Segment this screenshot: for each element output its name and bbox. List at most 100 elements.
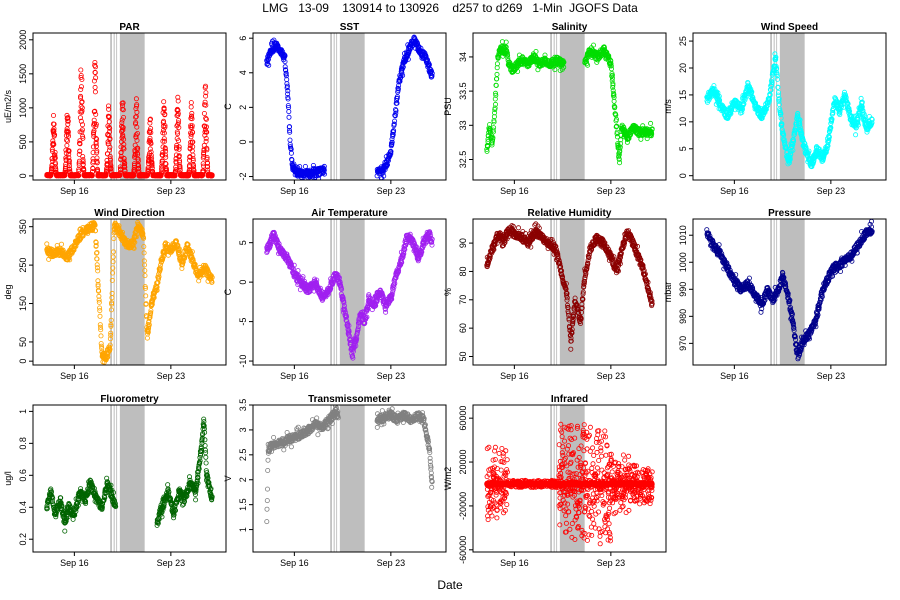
chart-title: Salinity (552, 22, 588, 33)
shade-band (333, 219, 336, 365)
data-point (65, 115, 71, 121)
y-tick-label: 25 (678, 36, 688, 46)
chart-title: PAR (119, 22, 140, 33)
data-point (148, 308, 154, 314)
data-point (610, 82, 616, 88)
data-point (158, 262, 164, 268)
data-point (286, 114, 292, 120)
shade-band (775, 33, 778, 180)
data-point (79, 99, 85, 105)
data-point (120, 133, 126, 139)
data-point (282, 64, 288, 70)
data-point (142, 268, 148, 274)
data-point (861, 111, 867, 117)
data-point (394, 94, 400, 100)
data-point (611, 92, 617, 98)
data-point (93, 75, 99, 81)
data-point (837, 108, 843, 114)
data-point (174, 142, 180, 148)
data-point (203, 135, 209, 141)
data-point (616, 152, 622, 158)
plot-frame (472, 32, 667, 181)
data-point (108, 307, 114, 313)
data-point (493, 83, 499, 89)
data-point (147, 135, 153, 141)
data-point (120, 107, 126, 113)
data-point (62, 173, 68, 179)
data-point (118, 167, 124, 173)
data-point (796, 116, 802, 122)
data-point (188, 134, 194, 140)
data-point (80, 159, 86, 165)
data-point (788, 152, 794, 158)
data-point (107, 125, 113, 131)
data-point (63, 157, 69, 163)
data-point (141, 250, 147, 256)
shade-band (335, 219, 338, 365)
data-point (79, 108, 85, 114)
data-point (781, 136, 787, 142)
data-point (64, 115, 70, 121)
shade-band (115, 33, 118, 180)
data-point (51, 121, 57, 127)
shade-band (110, 219, 113, 365)
data-point (163, 161, 169, 167)
data-point (80, 135, 86, 141)
data-point (285, 103, 291, 109)
data-point (188, 104, 194, 110)
data-point (120, 125, 126, 131)
x-tick-label: Sep 23 (597, 186, 626, 196)
data-point (161, 107, 167, 113)
data-point (189, 113, 195, 119)
data-point (66, 158, 72, 164)
y-tick-label: 2 (238, 105, 248, 110)
data-point (175, 131, 181, 137)
data-point (608, 61, 614, 67)
data-point (147, 146, 153, 152)
data-point (131, 169, 137, 175)
data-point (90, 169, 96, 175)
data-point (301, 178, 306, 180)
data-point (96, 299, 102, 305)
y-tick-label: 20 (678, 63, 688, 73)
data-point (95, 166, 101, 172)
data-point (163, 154, 169, 160)
x-tick-label: Sep 23 (377, 186, 406, 196)
data-point (92, 108, 98, 114)
shade-band (113, 33, 116, 180)
data-point (78, 67, 84, 73)
plot-frame (252, 32, 447, 181)
data-point (428, 68, 434, 74)
data-point (92, 70, 98, 76)
y-tick-label: 34 (458, 52, 468, 62)
data-point (140, 231, 146, 237)
data-point (855, 120, 861, 126)
data-point (108, 332, 114, 338)
data-point (424, 57, 430, 63)
data-point (148, 130, 154, 136)
data-point (494, 71, 500, 77)
x-tick-label: Sep 16 (280, 186, 309, 196)
data-point (162, 123, 168, 129)
data-point (107, 144, 113, 150)
data-point (50, 148, 56, 154)
data-point (161, 105, 167, 111)
y-tick-label: 350 (18, 219, 28, 234)
data-points (264, 34, 435, 180)
shade-band (119, 219, 130, 365)
data-point (135, 152, 141, 158)
data-point (389, 139, 395, 145)
data-point (591, 42, 597, 48)
data-point (189, 123, 195, 129)
data-point (175, 120, 181, 126)
data-point (131, 245, 137, 251)
data-point (826, 134, 832, 140)
data-point (209, 279, 215, 285)
data-point (790, 147, 796, 153)
data-point (79, 127, 85, 133)
data-point (392, 118, 398, 124)
data-point (76, 168, 82, 174)
